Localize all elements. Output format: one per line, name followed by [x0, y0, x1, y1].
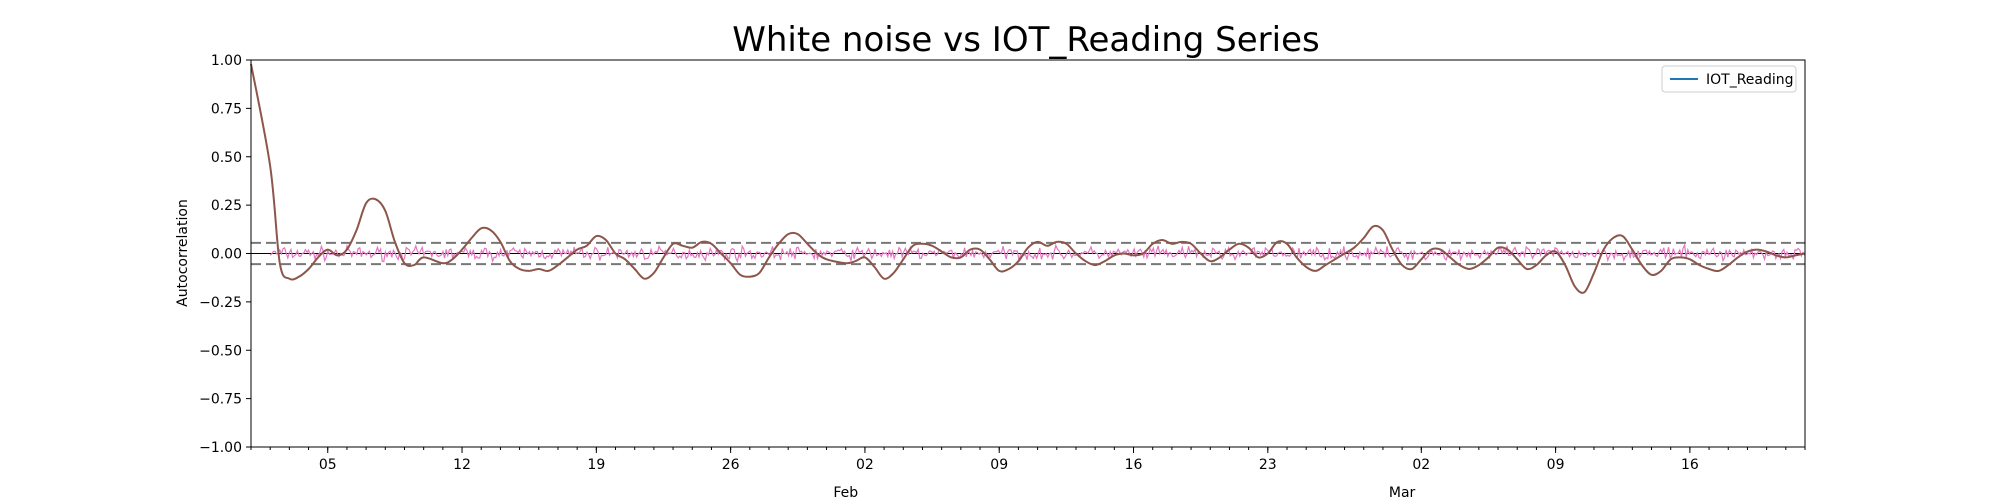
chart-title: White noise vs IOT_Reading Series [732, 20, 1319, 60]
x-month-label: Mar [1389, 485, 1416, 500]
x-tick-label: 02 [856, 457, 874, 473]
y-tick-label: 1.00 [211, 53, 242, 69]
y-tick-label: 0.50 [211, 150, 242, 166]
x-tick-label: 23 [1259, 457, 1277, 473]
y-axis-label: Autocorrelation [175, 199, 191, 307]
x-tick-label: 05 [319, 457, 337, 473]
white-noise-series [269, 242, 1806, 264]
x-tick-label: 26 [722, 457, 740, 473]
legend-frame [1661, 65, 1797, 93]
y-tick-label: 0.00 [211, 247, 242, 263]
x-tick-label: 16 [1125, 457, 1143, 473]
y-tick-label: 0.75 [211, 101, 242, 117]
x-tick-label: 09 [990, 457, 1008, 473]
y-tick-label: 0.25 [211, 198, 242, 214]
x-tick-label: 12 [453, 457, 471, 473]
iot-reading-series [250, 63, 1806, 294]
x-tick-label: 19 [587, 457, 605, 473]
legend: IOT_Reading [1661, 65, 1797, 93]
x-tick-label: 02 [1412, 457, 1430, 473]
y-tick-label: −0.25 [199, 295, 242, 311]
legend-entry-iot-reading: IOT_Reading [1706, 72, 1794, 88]
x-tick-label: 09 [1547, 457, 1565, 473]
y-tick-label: −0.75 [199, 392, 242, 408]
x-month-label: Feb [833, 485, 858, 500]
y-tick-label: −1.00 [199, 440, 242, 456]
x-tick-label: 16 [1681, 457, 1699, 473]
plot-area: 1.00 0.75 0.50 0.25 0.00 −0.25 −0.50 −0.75 −1.00… [199, 53, 1806, 501]
y-tick-label: −0.50 [199, 343, 242, 359]
